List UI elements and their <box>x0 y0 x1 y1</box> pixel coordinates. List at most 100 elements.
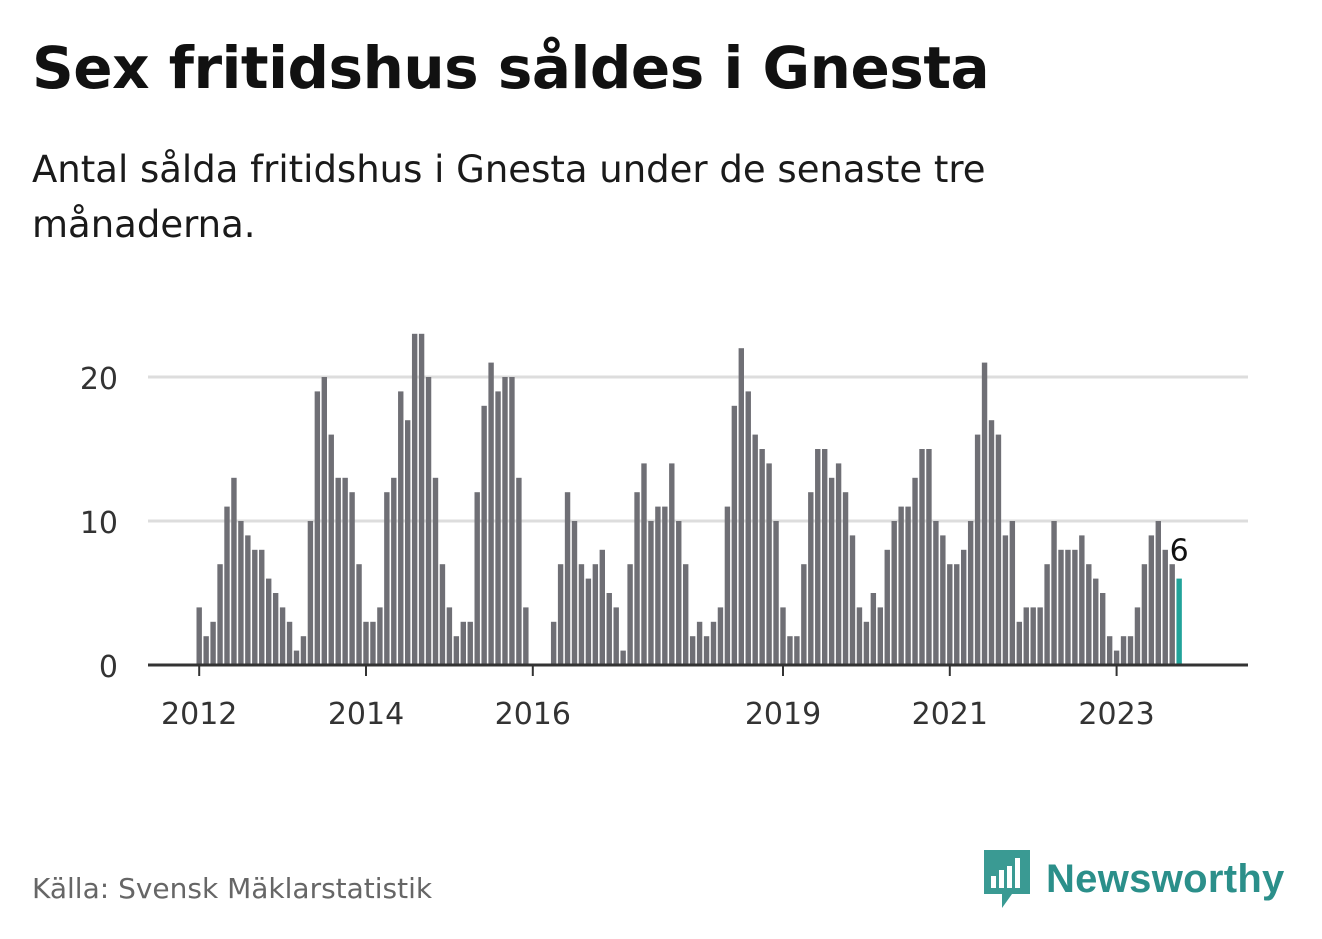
gridlines <box>148 375 1248 523</box>
annotation: 6 <box>1167 531 1192 572</box>
bar <box>495 391 501 665</box>
bar <box>926 449 932 665</box>
bar <box>557 564 564 665</box>
chart-title: Sex fritidshus såldes i Gnesta <box>32 34 990 102</box>
bar <box>995 434 1002 665</box>
bar <box>1023 607 1029 665</box>
bar <box>578 564 585 665</box>
bar <box>641 463 647 665</box>
bar <box>815 449 821 665</box>
bar <box>411 333 418 665</box>
x-tick-label: 2023 <box>1078 697 1154 732</box>
bar <box>961 549 967 665</box>
bar <box>676 521 682 665</box>
bar <box>849 535 856 665</box>
bar <box>1065 549 1071 665</box>
bar <box>933 521 939 665</box>
bar <box>1155 521 1161 665</box>
y-tick-label: 20 <box>80 362 118 397</box>
x-tick-label: 2012 <box>161 697 237 732</box>
bar <box>467 621 473 665</box>
bar <box>981 362 988 665</box>
bar <box>502 377 508 665</box>
bar <box>224 506 230 665</box>
bar <box>1148 535 1155 665</box>
y-axis-labels: 0 10 20 <box>80 362 118 685</box>
bar <box>655 506 661 665</box>
x-axis-labels: 2012 2014 2016 2019 2021 2023 <box>161 665 1155 732</box>
bar <box>259 549 265 665</box>
bar <box>856 607 863 665</box>
bar <box>432 477 439 665</box>
bar <box>801 564 807 665</box>
bar <box>1100 593 1106 665</box>
bar <box>1079 535 1085 665</box>
bar <box>940 535 946 665</box>
bar <box>425 377 432 665</box>
bar <box>752 434 758 665</box>
bar <box>877 607 883 665</box>
bars <box>196 333 1182 665</box>
bar <box>1044 564 1050 665</box>
bar <box>884 549 890 665</box>
bar <box>627 564 633 665</box>
bar <box>599 549 605 665</box>
bar <box>272 593 279 665</box>
bar <box>766 463 772 665</box>
bar <box>891 521 897 665</box>
bar <box>356 564 362 665</box>
bar <box>1030 607 1036 665</box>
y-tick-label: 0 <box>99 650 118 685</box>
bar <box>1093 578 1099 665</box>
x-tick-label: 2021 <box>912 697 988 732</box>
bar <box>1086 564 1092 665</box>
bar <box>683 564 689 665</box>
newsworthy-logo: Newsworthy <box>982 848 1285 910</box>
bar <box>279 607 286 665</box>
bar <box>787 636 793 665</box>
bar <box>516 477 522 665</box>
bar <box>398 391 404 665</box>
bar <box>592 564 599 665</box>
bar <box>1058 549 1064 665</box>
bar <box>453 636 460 665</box>
bar <box>564 492 571 665</box>
bar <box>293 650 300 665</box>
bar <box>835 463 842 665</box>
bar <box>1127 636 1134 665</box>
bar <box>286 621 293 665</box>
bar <box>1141 564 1148 665</box>
bar <box>828 477 835 665</box>
bar <box>266 578 272 665</box>
bar <box>328 434 334 665</box>
bar <box>245 535 251 665</box>
bar <box>967 521 974 665</box>
bar <box>550 621 557 665</box>
bar <box>724 506 731 665</box>
bar <box>300 636 307 665</box>
bar <box>842 492 849 665</box>
bar <box>822 449 828 665</box>
bar <box>488 362 494 665</box>
bar <box>606 593 612 665</box>
bar <box>252 549 258 665</box>
bar <box>912 477 918 665</box>
bar <box>321 377 327 665</box>
bar <box>474 492 480 665</box>
bar <box>217 564 223 665</box>
bar <box>1134 607 1141 665</box>
bar <box>759 449 765 665</box>
bar <box>231 477 237 665</box>
bar <box>210 621 216 665</box>
bar <box>1009 521 1016 665</box>
bar <box>988 420 995 665</box>
bar <box>377 607 383 665</box>
bar <box>898 506 904 665</box>
bar <box>905 506 911 665</box>
bar <box>648 521 654 665</box>
bar <box>391 477 397 665</box>
bar <box>405 420 411 665</box>
bar <box>585 578 592 665</box>
newsworthy-logo-icon <box>984 850 1030 908</box>
bar <box>238 521 244 665</box>
